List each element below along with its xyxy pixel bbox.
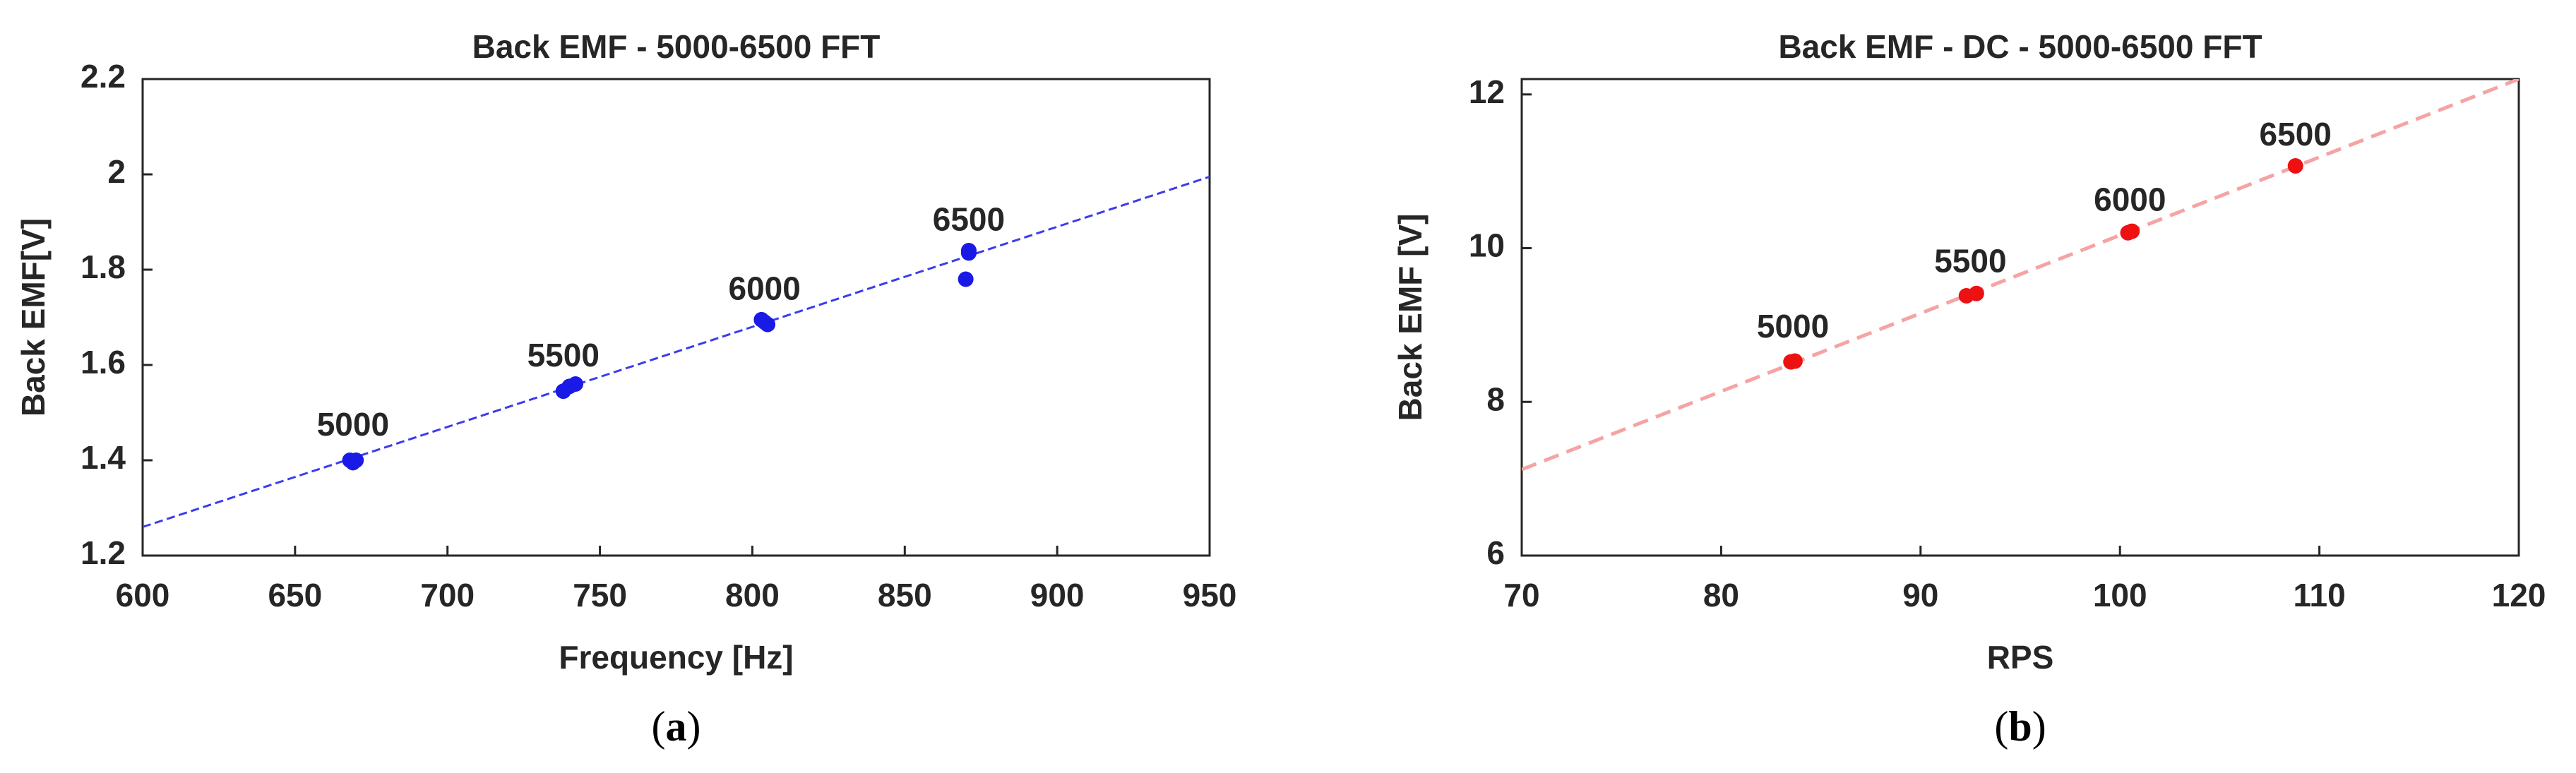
y-axis-label: Back EMF[V]: [15, 218, 52, 417]
x-tick-label: 110: [2293, 577, 2345, 613]
y-axis-label: Back EMF [V]: [1392, 214, 1429, 421]
point: [2287, 158, 2303, 174]
x-tick-label: 90: [1902, 577, 1938, 613]
caption: (a): [652, 703, 701, 750]
x-tick-label: 950: [1183, 577, 1237, 613]
trend-line: [1522, 79, 2519, 472]
paren: (: [1994, 703, 2008, 750]
caption: (b): [1994, 703, 2046, 750]
x-tick-label: 800: [725, 577, 780, 613]
chart-title: Back EMF - DC - 5000-6500 FFT: [1778, 28, 2262, 65]
annotation: 6000: [2094, 181, 2166, 217]
x-tick-label: 700: [420, 577, 475, 613]
point: [1968, 285, 1984, 301]
x-tick-label: 650: [268, 577, 322, 613]
annotation: 5000: [1757, 308, 1829, 344]
y-tick-label: 10: [1469, 227, 1505, 264]
y-tick-label: 2: [107, 153, 126, 190]
paren: (: [652, 703, 666, 750]
x-tick-label: 900: [1030, 577, 1085, 613]
y-tick-label: 1.2: [80, 534, 126, 571]
plot-area: [1520, 78, 2520, 557]
y-tick-label: 1.6: [80, 344, 126, 380]
point: [958, 271, 974, 287]
y-tick-label: 2.2: [80, 58, 126, 95]
paren: ): [687, 703, 701, 750]
y-tick-label: 6: [1486, 534, 1505, 571]
annotation: 5500: [1934, 242, 2006, 279]
point: [561, 378, 578, 395]
x-axis-label: RPS: [1987, 639, 2054, 676]
point: [1787, 353, 1803, 369]
caption-label: a: [666, 703, 687, 750]
point: [345, 455, 361, 471]
annotation: 5500: [527, 337, 600, 373]
x-tick-label: 750: [573, 577, 627, 613]
x-tick-label: 850: [878, 577, 932, 613]
x-tick-label: 120: [2492, 577, 2546, 613]
caption-label: b: [2008, 703, 2032, 750]
plot-area: [141, 78, 1211, 557]
x-tick-label: 600: [116, 577, 170, 613]
annotation: 6500: [933, 201, 1005, 238]
y-tick-label: 1.8: [80, 248, 126, 285]
trend-line: [143, 175, 1210, 528]
y-tick-label: 1.4: [80, 439, 126, 476]
x-tick-label: 100: [2093, 577, 2147, 613]
annotation: 6500: [2260, 116, 2332, 152]
annotation: 6000: [729, 270, 801, 307]
point: [756, 314, 773, 330]
point: [2124, 223, 2140, 239]
x-tick-label: 70: [1503, 577, 1539, 613]
point: [960, 245, 977, 261]
y-tick-label: 12: [1469, 73, 1505, 110]
paren: ): [2032, 703, 2046, 750]
x-tick-label: 80: [1703, 577, 1739, 613]
x-axis-label: Frequency [Hz]: [559, 639, 793, 676]
chart-title: Back EMF - 5000-6500 FFT: [472, 28, 881, 65]
y-tick-label: 8: [1486, 380, 1505, 417]
annotation: 5000: [317, 406, 389, 443]
